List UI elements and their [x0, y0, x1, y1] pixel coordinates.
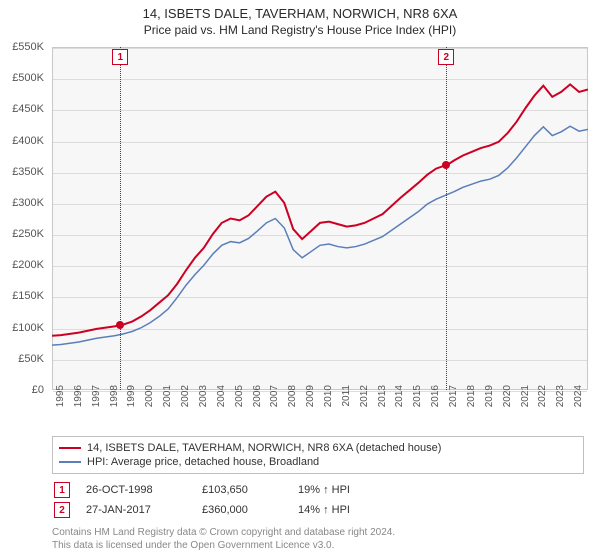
x-tick-label: 2011 [341, 385, 352, 407]
y-tick-label: £400K [12, 135, 44, 147]
sale-row: 2 27-JAN-2017 £360,000 14% ↑ HPI [52, 500, 584, 520]
sale-price: £360,000 [202, 504, 282, 516]
legend-label-price: 14, ISBETS DALE, TAVERHAM, NORWICH, NR8 … [87, 442, 441, 454]
sale-row: 1 26-OCT-1998 £103,650 19% ↑ HPI [52, 480, 584, 500]
x-tick-label: 2018 [466, 385, 477, 407]
sale-date: 27-JAN-2017 [86, 504, 186, 516]
sale-date: 26-OCT-1998 [86, 484, 186, 496]
chart-subtitle: Price paid vs. HM Land Registry's House … [4, 23, 596, 37]
sale-pct: 14% ↑ HPI [298, 504, 388, 516]
x-tick-label: 2021 [520, 385, 531, 407]
legend-swatch-hpi [59, 461, 81, 463]
sale-marker-box: 1 [112, 49, 128, 65]
y-tick-label: £500K [12, 72, 44, 84]
x-tick-label: 2015 [412, 385, 423, 407]
x-tick-label: 2007 [269, 385, 280, 407]
y-tick-label: £350K [12, 166, 44, 178]
sale-price: £103,650 [202, 484, 282, 496]
x-tick-label: 2016 [430, 385, 441, 407]
y-tick-label: £300K [12, 197, 44, 209]
sale-dot [442, 161, 450, 169]
x-tick-label: 2013 [377, 385, 388, 407]
chart-footer: 14, ISBETS DALE, TAVERHAM, NORWICH, NR8 … [0, 430, 600, 560]
x-tick-label: 2010 [323, 385, 334, 407]
x-tick-label: 2000 [144, 385, 155, 407]
plot-box: 1995199619971998199920002001200220032004… [52, 47, 588, 390]
y-tick-label: £50K [18, 353, 44, 365]
x-tick-label: 2009 [305, 385, 316, 407]
y-tick-label: £450K [12, 103, 44, 115]
sale-dot [116, 321, 124, 329]
y-tick-label: £550K [12, 41, 44, 53]
x-tick-label: 1998 [109, 385, 120, 407]
x-tick-label: 2008 [287, 385, 298, 407]
legend-label-hpi: HPI: Average price, detached house, Broa… [87, 456, 319, 468]
legend-row-hpi: HPI: Average price, detached house, Broa… [59, 455, 577, 469]
series-hpi_series [52, 126, 588, 345]
x-tick-label: 1996 [73, 385, 84, 407]
x-tick-label: 2002 [180, 385, 191, 407]
y-axis-labels: £0 £50K £100K £150K £200K £250K £300K £350K £400… [0, 39, 48, 430]
x-tick-label: 2012 [359, 385, 370, 407]
y-tick-label: £150K [12, 290, 44, 302]
sales-list: 1 26-OCT-1998 £103,650 19% ↑ HPI 2 27-JAN-201… [52, 480, 584, 520]
x-tick-label: 2014 [394, 385, 405, 407]
license-line-1: Contains HM Land Registry data © Crown c… [52, 526, 584, 539]
x-tick-label: 1999 [126, 385, 137, 407]
x-tick-label: 2017 [448, 385, 459, 407]
y-tick-label: £250K [12, 228, 44, 240]
sale-marker-box: 2 [438, 49, 454, 65]
legend-box: 14, ISBETS DALE, TAVERHAM, NORWICH, NR8 … [52, 436, 584, 474]
chart-area: £0 £50K £100K £150K £200K £250K £300K £350K £400… [0, 39, 600, 430]
x-tick-label: 2004 [216, 385, 227, 407]
x-tick-label: 2019 [484, 385, 495, 407]
sale-vline [446, 47, 447, 390]
chart-title: 14, ISBETS DALE, TAVERHAM, NORWICH, NR8 … [4, 6, 596, 21]
sale-marker-num: 1 [54, 482, 70, 498]
y-tick-label: £100K [12, 322, 44, 334]
sale-pct: 19% ↑ HPI [298, 484, 388, 496]
chart-svg [52, 47, 588, 390]
series-price_series [52, 84, 588, 335]
x-tick-label: 2024 [573, 385, 584, 407]
x-tick-label: 1997 [91, 385, 102, 407]
legend-swatch-price [59, 447, 81, 449]
sale-marker-num: 2 [54, 502, 70, 518]
y-tick-label: £200K [12, 259, 44, 271]
x-tick-label: 2006 [252, 385, 263, 407]
x-tick-label: 2003 [198, 385, 209, 407]
x-tick-label: 2020 [502, 385, 513, 407]
license-text: Contains HM Land Registry data © Crown c… [52, 526, 584, 552]
x-tick-label: 2005 [234, 385, 245, 407]
x-tick-label: 2022 [537, 385, 548, 407]
legend-row-price: 14, ISBETS DALE, TAVERHAM, NORWICH, NR8 … [59, 441, 577, 455]
x-tick-label: 1995 [55, 385, 66, 407]
license-line-2: This data is licensed under the Open Gov… [52, 539, 584, 552]
y-tick-label: £0 [32, 384, 44, 396]
x-tick-label: 2001 [162, 385, 173, 407]
sale-vline [120, 47, 121, 390]
chart-titles: 14, ISBETS DALE, TAVERHAM, NORWICH, NR8 … [0, 0, 600, 39]
x-tick-label: 2023 [555, 385, 566, 407]
